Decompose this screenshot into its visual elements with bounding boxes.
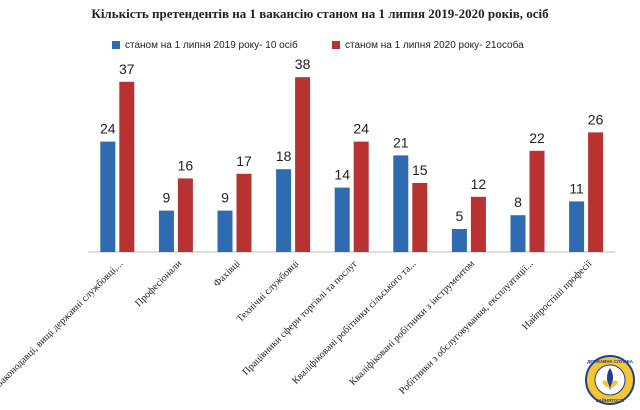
category-label-6: Кваліфіковані робітники з інструментом: [347, 258, 477, 388]
logo-text-bottom: ЗАЙНЯТОСТІ: [596, 398, 624, 403]
data-label-2020-5: 15: [412, 162, 428, 178]
bar-2020-0: [119, 81, 135, 252]
bar-2020-2: [236, 173, 252, 252]
data-label-2020-4: 24: [353, 121, 369, 137]
bar-2019-8: [569, 201, 585, 252]
legend-item-2019: станом на 1 липня 2019 року- 10 осіб: [112, 38, 298, 52]
category-label-1: Професіонали: [133, 258, 184, 309]
bar-2019-7: [510, 215, 526, 252]
bar-2019-2: [217, 210, 233, 252]
data-label-2019-0: 24: [100, 121, 116, 137]
data-label-2019-7: 8: [514, 194, 522, 210]
legend-label-2019: станом на 1 липня 2019 року- 10 осіб: [125, 39, 298, 51]
bar-2020-6: [470, 196, 486, 252]
legend-swatch-2020: [332, 41, 340, 49]
data-label-2019-1: 9: [163, 190, 171, 206]
logo-text-top: ДЕРЖАВНА СЛУЖБА: [587, 359, 634, 364]
bar-2020-8: [588, 132, 604, 252]
data-label-2019-4: 14: [334, 167, 350, 183]
legend-item-2020: станом на 1 липня 2020 року- 21особа: [332, 38, 524, 52]
bar-2020-4: [353, 141, 369, 252]
bar-2019-6: [451, 229, 467, 252]
bar-2019-0: [100, 141, 116, 252]
legend-swatch-2019: [112, 41, 120, 49]
data-label-2019-3: 18: [276, 148, 292, 164]
data-label-2020-6: 12: [471, 176, 487, 192]
bar-2020-1: [177, 178, 193, 252]
data-label-2020-8: 26: [588, 111, 604, 127]
category-label-7: Робітники з обслуговування, експлуатації…: [397, 258, 535, 396]
category-label-5: Кваліфіковані робітники сільського та...: [290, 258, 418, 386]
bar-2019-3: [276, 169, 292, 252]
bar-2020-3: [295, 77, 311, 252]
bar-2020-5: [412, 183, 428, 252]
bar-2020-7: [529, 150, 545, 252]
category-label-3: Технічні службовці: [235, 258, 302, 325]
data-label-2020-1: 16: [178, 157, 194, 173]
data-label-2019-5: 21: [393, 134, 409, 150]
bar-2019-5: [393, 155, 409, 252]
data-label-2019-8: 11: [569, 180, 584, 196]
bar-2019-4: [334, 187, 350, 252]
data-label-2020-7: 22: [529, 130, 545, 146]
data-label-2020-0: 37: [119, 61, 135, 77]
legend-label-2020: станом на 1 липня 2020 року- 21особа: [345, 39, 524, 51]
category-label-2: Фахівці: [212, 258, 243, 289]
chart-title: Кількість претендентів на 1 вакансію ста…: [91, 6, 549, 21]
data-label-2020-2: 17: [236, 153, 252, 169]
category-label-0: Законодавці, вищі державні службовці,...: [0, 258, 125, 389]
data-label-2019-6: 5: [456, 208, 464, 224]
bar-2019-1: [158, 210, 174, 252]
data-label-2020-3: 38: [295, 56, 311, 72]
data-label-2019-2: 9: [221, 190, 229, 206]
employment-service-logo: ДЕРЖАВНА СЛУЖБА ЗАЙНЯТОСТІ: [585, 355, 635, 405]
category-label-4: Працівники сфери торгівлі та послуг: [240, 258, 359, 377]
